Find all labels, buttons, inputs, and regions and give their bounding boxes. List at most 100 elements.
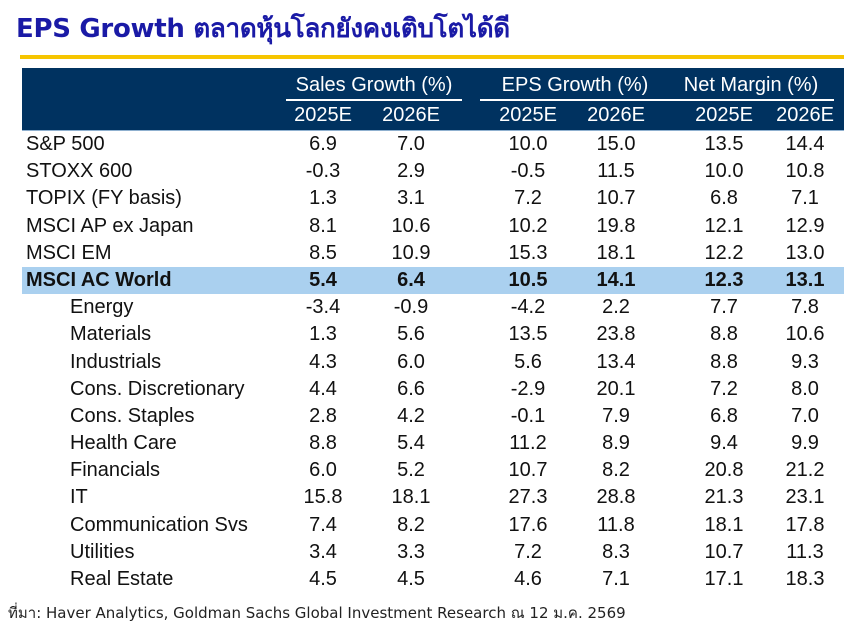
table-cell: 7.1	[602, 568, 630, 590]
row-label: MSCI AP ex Japan	[26, 214, 194, 237]
table-cell: 10.6	[785, 323, 825, 346]
table-cell: 3.1	[397, 187, 425, 210]
table-cell: 9.3	[791, 350, 819, 373]
table-cell: 19.8	[596, 214, 636, 237]
table-cell: 6.0	[397, 350, 425, 373]
table-cell: 18.1	[704, 513, 744, 536]
table-cell: 2.2	[602, 296, 630, 319]
header-year: 2025E	[499, 104, 557, 126]
table-row: Materials 1.3 5.6 13.5 23.8 8.8 10.6	[22, 321, 844, 348]
table-cell: 8.2	[397, 513, 425, 536]
table-cell: 10.6	[391, 214, 431, 237]
row-label: Industrials	[70, 350, 162, 373]
header-year: 2026E	[587, 104, 645, 126]
table-cell: 8.8	[710, 323, 738, 346]
table-cell: 14.4	[785, 133, 825, 155]
table-cell: -0.1	[510, 404, 546, 427]
table-cell: 5.4	[309, 268, 337, 291]
table-cell: 11.8	[597, 513, 635, 536]
table-cell: 27.3	[508, 486, 548, 509]
table-cell: 15.8	[303, 486, 343, 509]
table-cell: 9.9	[791, 432, 819, 455]
table-cell: 7.0	[397, 133, 425, 155]
table-cell: 4.5	[309, 568, 337, 590]
row-label: Energy	[70, 296, 134, 319]
table-row: Health Care 8.8 5.4 11.2 8.9 9.4 9.9	[22, 430, 844, 457]
table-cell: 5.6	[397, 323, 425, 346]
table-cell: 5.2	[397, 459, 425, 482]
table-cell: 21.3	[704, 486, 744, 509]
header-year: 2026E	[776, 104, 834, 126]
table-row: Cons. Discretionary 4.4 6.6 -2.9 20.1 7.2 8.0	[22, 376, 844, 403]
page-title: EPS Growth ตลาดหุ้นโลกยังคงเติบโตได้ดี	[16, 14, 510, 44]
table-cell: 13.5	[704, 133, 744, 155]
table-cell: 6.6	[397, 377, 425, 400]
table-cell: 10.2	[508, 214, 548, 237]
table-cell: 6.8	[710, 187, 738, 210]
table-cell: 10.7	[704, 540, 744, 563]
table-cell: 7.2	[710, 377, 738, 400]
table-cell: 21.2	[785, 459, 825, 482]
table-cell: 15.0	[596, 133, 636, 155]
table-cell: 4.2	[397, 404, 425, 427]
table-cell: 11.5	[597, 160, 635, 183]
table-cell: 15.3	[508, 241, 548, 264]
table-cell: 10.0	[508, 133, 548, 155]
table-row: Communication Svs 7.4 8.2 17.6 11.8 18.1 17.8	[22, 512, 844, 539]
row-label: Health Care	[70, 432, 177, 455]
table-cell: 8.5	[309, 241, 337, 264]
row-label: S&P 500	[26, 133, 105, 155]
table-cell: 10.7	[596, 187, 636, 210]
table-row: Industrials 4.3 6.0 5.6 13.4 8.8 9.3	[22, 349, 844, 376]
table-cell: 7.2	[514, 187, 542, 210]
table-header: Sales Growth (%) EPS Growth (%) Net Marg…	[22, 68, 844, 131]
table-row: S&P 500 6.9 7.0 10.0 15.0 13.5 14.4	[22, 131, 844, 158]
table-row: IT 15.8 18.1 27.3 28.8 21.3 23.1	[22, 484, 844, 511]
table-cell: 12.9	[785, 214, 825, 237]
table-cell: 5.6	[514, 350, 542, 373]
table-row-highlighted: MSCI AC World 5.4 6.4 10.5 14.1 12.3 13.1	[22, 266, 844, 295]
table-cell: 18.3	[785, 568, 825, 590]
table-cell: 2.9	[397, 160, 425, 183]
table-cell: 13.5	[508, 323, 548, 346]
table-cell: 20.1	[596, 377, 636, 400]
table-row: MSCI EM 8.5 10.9 15.3 18.1 12.2 13.0	[22, 240, 844, 267]
table-cell: 23.1	[785, 486, 825, 509]
table-row: TOPIX (FY basis) 1.3 3.1 7.2 10.7 6.8 7.1	[22, 185, 844, 212]
table-cell: 18.1	[391, 486, 431, 509]
table-cell: 6.0	[309, 459, 337, 482]
table-cell: 14.1	[596, 268, 636, 291]
table-cell: 8.8	[710, 350, 738, 373]
table-cell: 10.7	[508, 459, 548, 482]
table-cell: 11.3	[786, 540, 824, 563]
table-body: S&P 500 6.9 7.0 10.0 15.0 13.5 14.4 STOXX 600 -0…	[22, 131, 844, 593]
row-label: MSCI AC World	[26, 268, 172, 291]
table-cell: 7.0	[791, 404, 819, 427]
row-label: TOPIX (FY basis)	[26, 187, 182, 210]
table-row: Energy -3.4 -0.9 -4.2 2.2 7.7 7.8	[22, 294, 844, 321]
table-cell: 10.9	[391, 241, 431, 264]
header-year: 2025E	[294, 104, 352, 126]
table-cell: -0.9	[393, 296, 429, 319]
table-cell: 4.4	[309, 377, 337, 400]
table-row: Financials 6.0 5.2 10.7 8.2 20.8 21.2	[22, 457, 844, 484]
table-cell: 8.3	[602, 540, 630, 563]
table-cell: 13.0	[785, 241, 825, 264]
table-cell: -2.9	[510, 377, 546, 400]
table-cell: 8.9	[602, 432, 630, 455]
table-cell: 10.0	[704, 160, 744, 183]
table-cell: 8.0	[791, 377, 819, 400]
table-cell: 6.8	[710, 404, 738, 427]
table-cell: 4.6	[514, 568, 542, 590]
row-label: Financials	[70, 459, 161, 482]
row-label: MSCI EM	[26, 241, 112, 264]
table-cell: -4.2	[510, 296, 546, 319]
table-cell: 17.8	[785, 513, 825, 536]
row-label: Cons. Discretionary	[70, 377, 245, 400]
table-cell: 3.3	[397, 540, 425, 563]
eps-growth-table: Sales Growth (%) EPS Growth (%) Net Marg…	[22, 68, 844, 593]
title-underline-divider	[20, 55, 844, 59]
table-cell: 4.3	[309, 350, 337, 373]
table-cell: 11.2	[509, 432, 547, 455]
row-label: STOXX 600	[26, 160, 133, 183]
